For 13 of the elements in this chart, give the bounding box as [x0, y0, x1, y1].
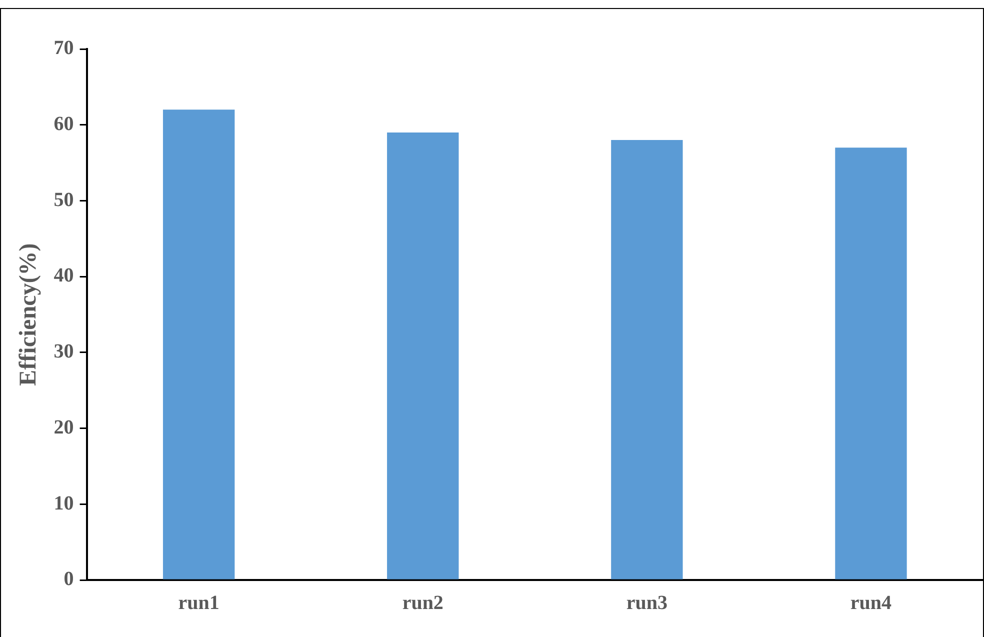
y-tick-label: 30 — [54, 340, 74, 363]
x-tick-label: run4 — [850, 592, 892, 614]
y-axis-title: Efficiency(%) — [16, 243, 42, 386]
y-tick-label: 10 — [54, 492, 74, 514]
y-tick-label: 60 — [54, 113, 74, 136]
y-tick-label: 0 — [64, 568, 74, 590]
y-tick-label: 20 — [54, 416, 74, 438]
x-tick-label: run1 — [178, 592, 220, 614]
x-tick-label: run3 — [626, 592, 668, 614]
y-tick-label: 50 — [54, 188, 74, 211]
x-tick-label: run2 — [402, 592, 444, 614]
y-tick-label: 40 — [54, 264, 74, 287]
y-tick-label: 70 — [54, 37, 74, 60]
